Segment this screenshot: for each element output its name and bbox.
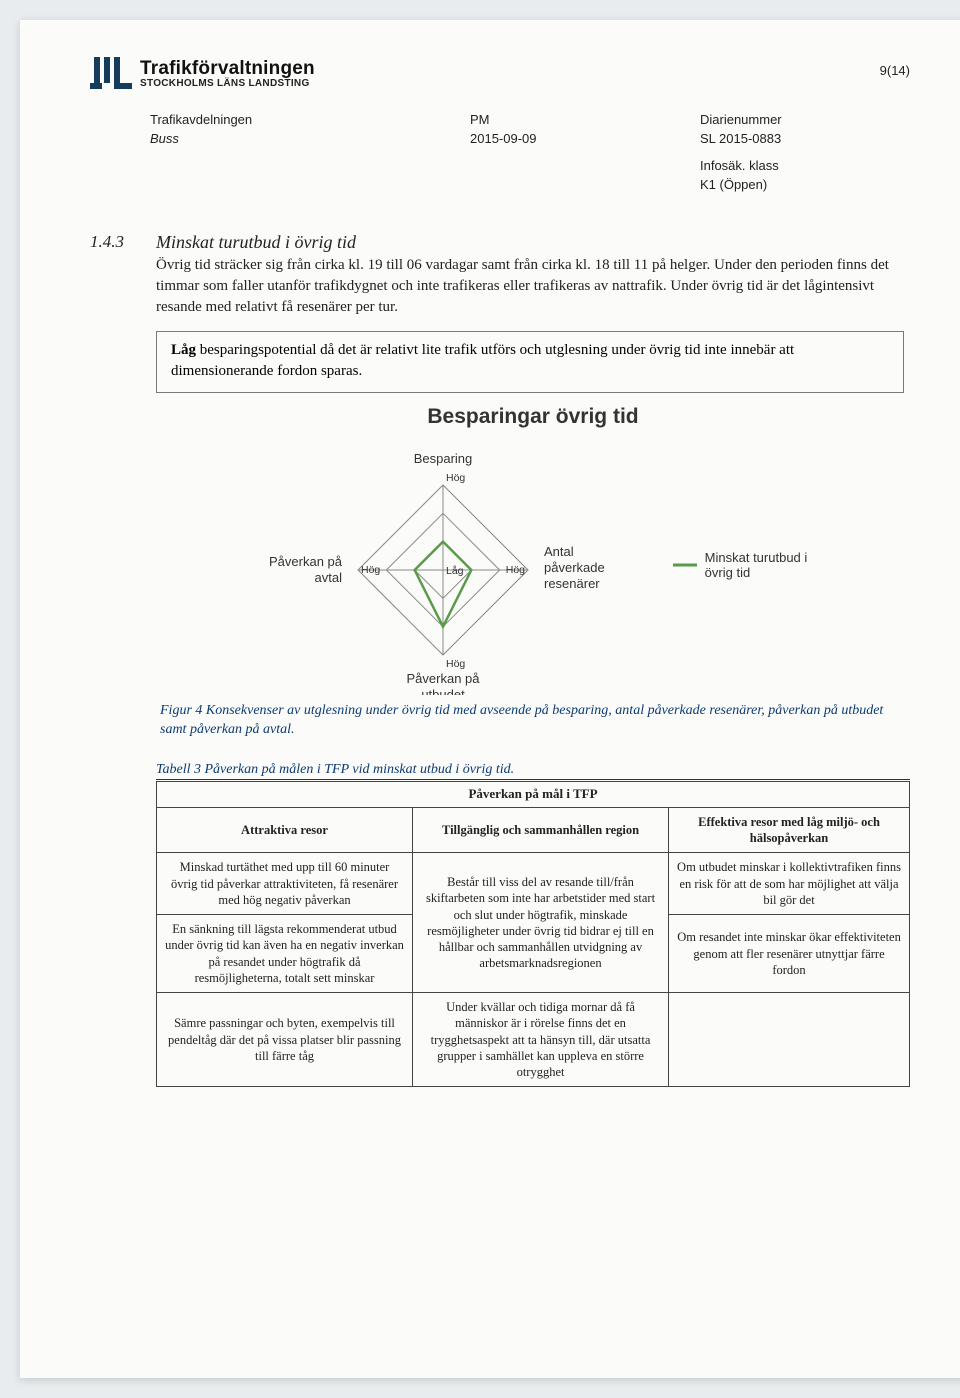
svg-text:utbudet: utbudet [421,687,465,695]
meta-row: Trafikavdelningen Buss PM 2015-09-09 Dia… [90,111,910,194]
meta-diarie-label: Diarienummer [700,111,910,130]
page-number: 9(14) [880,55,910,78]
legend-text: Minskat turutbud i övrig tid [705,550,833,580]
table-cell: Sämre passningar och byten, exempelvis t… [157,993,413,1087]
svg-text:avtal: avtal [315,570,343,585]
table-caption: Tabell 3 Påverkan på målen i TFP vid min… [156,762,910,780]
svg-text:Hög: Hög [446,472,465,484]
table-cell: Om utbudet minskar i kollektivtrafiken f… [669,853,910,915]
figure-caption: Figur 4 Konsekvenser av utglesning under… [156,701,910,740]
svg-text:Besparing: Besparing [414,451,473,466]
meta-department: Trafikavdelningen [150,111,470,130]
table-row: Sämre passningar och byten, exempelvis t… [157,993,910,1087]
document-page: Trafikförvaltningen STOCKHOLMS LÄNS LAND… [20,20,960,1378]
logo-title: Trafikförvaltningen [140,59,315,79]
svg-text:Hög: Hög [446,658,465,670]
summary-box-rest: besparingspotential då det är relativt l… [171,342,794,379]
section-number: 1.4.3 [90,232,138,1087]
sll-logo-icon [90,55,132,93]
table-cell [669,993,910,1087]
svg-text:Hög: Hög [506,564,525,576]
section-1-4-3: 1.4.3 Minskat turutbud i övrig tid Övrig… [90,232,910,1087]
meta-infosak-label: Infosäk. klass [700,157,910,176]
meta-date: 2015-09-09 [470,130,700,149]
section-title: Minskat turutbud i övrig tid [156,232,910,253]
svg-text:påverkade: påverkade [544,560,605,575]
logo-subtitle: STOCKHOLMS LÄNS LANDSTING [140,79,315,90]
tfp-table: Påverkan på mål i TFPAttraktiva resorTil… [156,781,910,1087]
summary-box: Låg besparingspotential då det är relati… [156,331,904,392]
meta-infosak-value: K1 (Öppen) [700,176,910,195]
svg-text:Påverkan på: Påverkan på [407,671,481,686]
svg-text:Hög: Hög [361,564,380,576]
table-column-header: Attraktiva resor [157,807,413,853]
table-cell: Minskad turtäthet med upp till 60 minute… [157,853,413,915]
table-cell: Under kvällar och tidiga mornar då få mä… [413,993,669,1087]
radar-chart: Besparingar övrig tid Hög Hög Hög Hög Låg Bes… [156,405,910,695]
table-cell: Om resandet inte minskar ökar effektivit… [669,915,910,993]
svg-text:resenärer: resenärer [544,576,600,591]
table-column-header: Effektiva resor med låg miljö- och hälso… [669,807,910,853]
table-cell: En sänkning till lägsta rekommenderat ut… [157,915,413,993]
table-column-header: Tillgänglig och sammanhållen region [413,807,669,853]
section-body-text: Övrig tid sträcker sig från cirka kl. 19… [156,255,910,317]
svg-text:Påverkan på: Påverkan på [269,554,343,569]
meta-diarie-value: SL 2015-0883 [700,130,910,149]
svg-text:Antal: Antal [544,544,574,559]
table-cell: Består till viss del av resande till/frå… [413,853,669,993]
meta-subdepartment: Buss [150,130,470,149]
legend-marker-icon [673,560,697,570]
radar-svg: Hög Hög Hög Hög Låg Besparing Antalpåverkadere… [233,435,663,695]
table-span-header: Påverkan på mål i TFP [157,782,910,808]
svg-text:Låg: Låg [446,565,464,577]
chart-legend: Minskat turutbud i övrig tid [673,550,833,580]
summary-box-bold: Låg [171,342,196,358]
logo-block: Trafikförvaltningen STOCKHOLMS LÄNS LAND… [90,55,315,93]
meta-doc-type: PM [470,111,700,130]
chart-title: Besparingar övrig tid [156,405,910,429]
page-header: Trafikförvaltningen STOCKHOLMS LÄNS LAND… [90,55,910,93]
table-row: Minskad turtäthet med upp till 60 minute… [157,853,910,915]
